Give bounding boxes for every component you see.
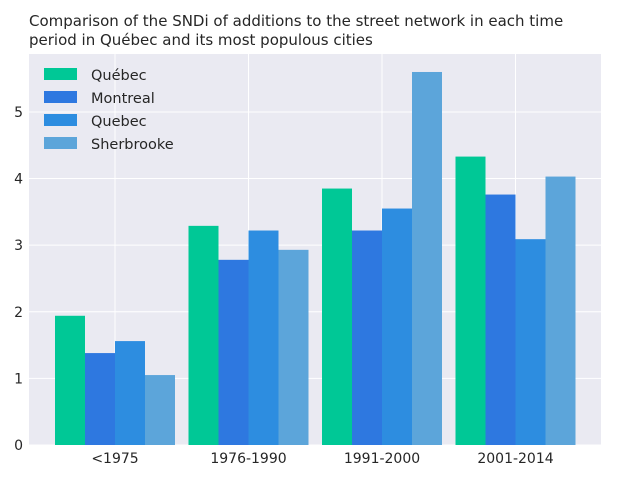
legend-swatch <box>44 91 77 103</box>
y-tick-label: 5 <box>14 105 23 121</box>
legend-swatch <box>44 114 77 126</box>
bar <box>485 194 516 445</box>
x-tick-label: 2001-2014 <box>477 451 553 467</box>
y-tick-label: 2 <box>14 305 23 321</box>
bar <box>55 315 85 445</box>
chart-title-line-1: Comparison of the SNDi of additions to t… <box>29 12 563 30</box>
legend-label: Montreal <box>91 91 155 107</box>
bar <box>85 353 115 445</box>
bar <box>115 341 145 445</box>
bar <box>278 249 309 445</box>
legend-swatch <box>44 68 77 80</box>
y-axis-ticks: 0 1 2 3 4 5 <box>14 105 23 454</box>
bar <box>218 259 249 445</box>
x-axis-ticks: <1975 1976-1990 1991-2000 2001-2014 <box>91 451 553 467</box>
y-tick-label: 0 <box>14 438 23 454</box>
bar <box>412 71 442 445</box>
legend-swatch <box>44 137 77 149</box>
bar <box>352 230 382 445</box>
bars <box>55 71 576 446</box>
bar <box>382 208 412 445</box>
bar <box>248 230 279 445</box>
bar <box>188 225 219 445</box>
bar <box>455 156 486 445</box>
x-tick-label: 1991-2000 <box>344 451 420 467</box>
bar <box>145 375 175 445</box>
legend-label: Sherbrooke <box>91 137 174 153</box>
y-tick-label: 1 <box>14 371 23 387</box>
y-tick-label: 4 <box>14 172 23 188</box>
bar <box>515 239 546 445</box>
legend-label: Québec <box>91 68 147 84</box>
chart-title-line-2: period in Québec and its most populous c… <box>29 31 373 49</box>
bar <box>545 176 576 445</box>
y-tick-label: 3 <box>14 238 23 254</box>
legend: Québec Montreal Quebec Sherbrooke <box>44 68 174 153</box>
x-tick-label: <1975 <box>91 451 138 467</box>
bar <box>322 188 352 446</box>
x-tick-label: 1976-1990 <box>210 451 286 467</box>
legend-label: Quebec <box>91 114 147 130</box>
